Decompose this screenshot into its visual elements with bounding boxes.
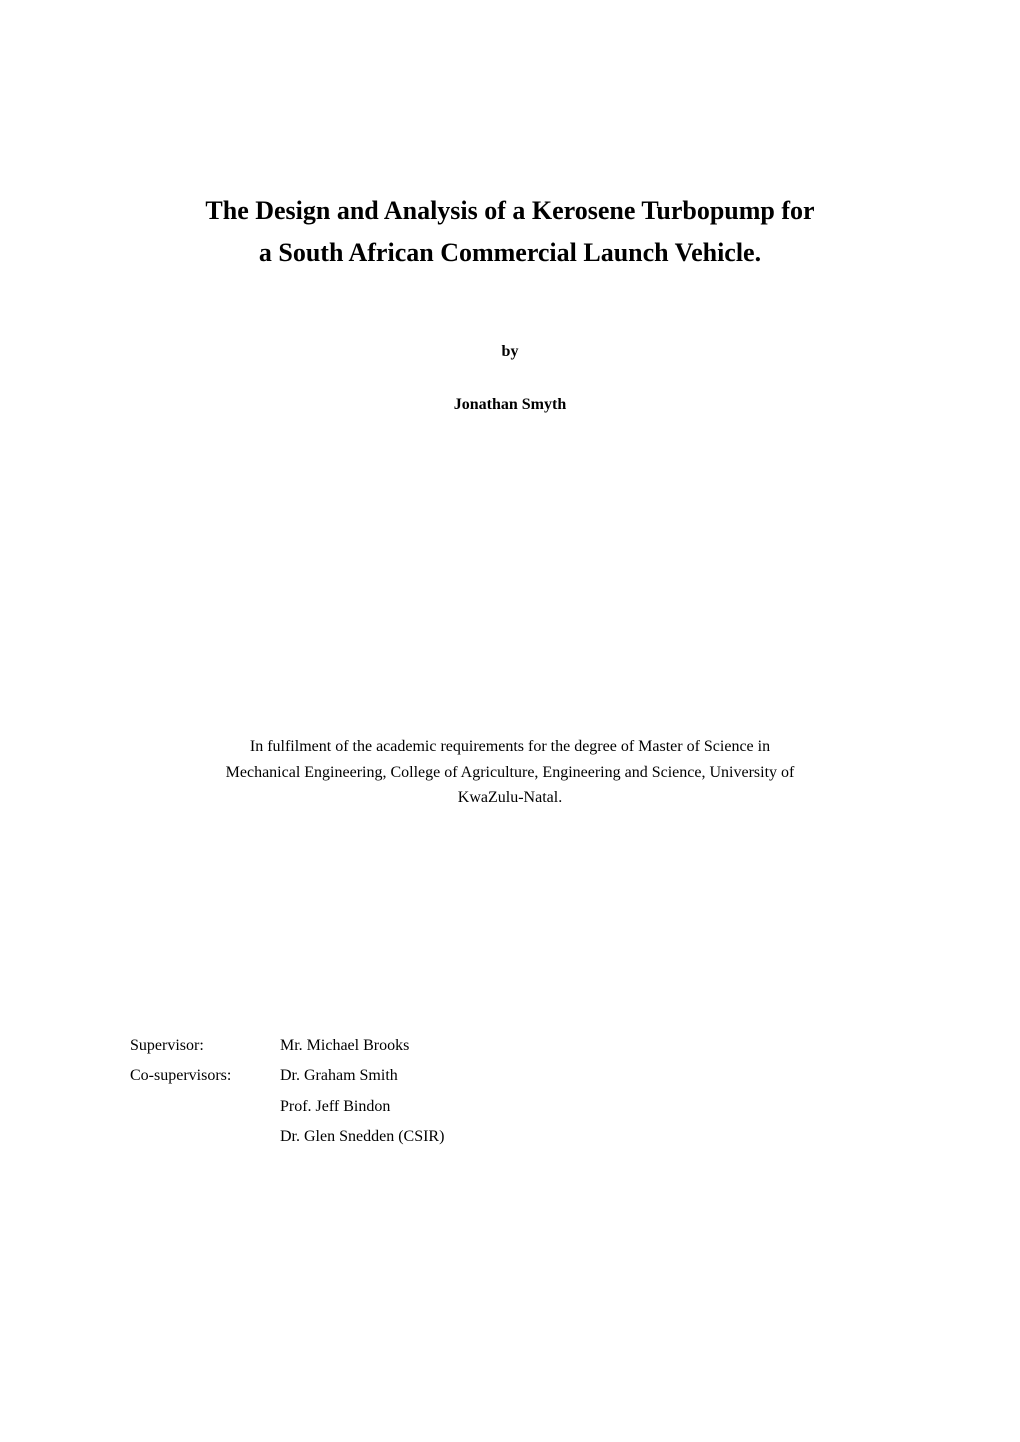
title-block: The Design and Analysis of a Kerosene Tu… xyxy=(130,190,890,273)
by-label: by xyxy=(130,343,890,361)
co-supervisor-row-3: Dr. Glen Snedden (CSIR) xyxy=(130,1122,890,1152)
supervisor-row: Supervisor: Mr. Michael Brooks xyxy=(130,1031,890,1061)
title-line-1: The Design and Analysis of a Kerosene Tu… xyxy=(130,190,890,232)
fulfilment-statement: In fulfilment of the academic requiremen… xyxy=(130,734,890,811)
author-name: Jonathan Smyth xyxy=(130,396,890,414)
supervisor-name: Mr. Michael Brooks xyxy=(280,1031,890,1061)
supervisors-block: Supervisor: Mr. Michael Brooks Co-superv… xyxy=(130,1031,890,1153)
title-line-2: a South African Commercial Launch Vehicl… xyxy=(130,232,890,274)
fulfilment-line-1: In fulfilment of the academic requiremen… xyxy=(130,734,890,760)
fulfilment-line-2: Mechanical Engineering, College of Agric… xyxy=(130,760,890,786)
co-supervisor-label: Co-supervisors: xyxy=(130,1061,280,1091)
co-supervisor-row-2: Prof. Jeff Bindon xyxy=(130,1092,890,1122)
supervisor-label: Supervisor: xyxy=(130,1031,280,1061)
fulfilment-line-3: KwaZulu-Natal. xyxy=(130,785,890,811)
co-supervisor-name-1: Dr. Graham Smith xyxy=(280,1061,890,1091)
co-supervisor-row-1: Co-supervisors: Dr. Graham Smith xyxy=(130,1061,890,1091)
co-supervisor-name-3: Dr. Glen Snedden (CSIR) xyxy=(280,1122,890,1152)
co-supervisor-name-2: Prof. Jeff Bindon xyxy=(280,1092,890,1122)
blank-label xyxy=(130,1122,280,1152)
blank-label xyxy=(130,1092,280,1122)
